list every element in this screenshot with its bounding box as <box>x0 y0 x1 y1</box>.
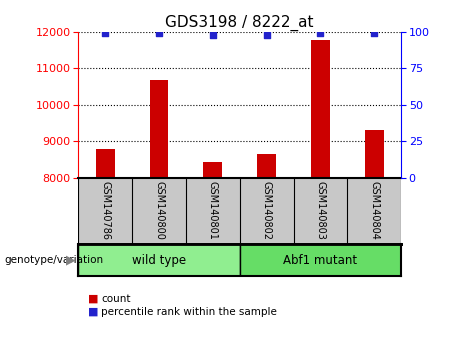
Text: GSM140803: GSM140803 <box>315 181 325 240</box>
Bar <box>96 149 115 178</box>
Text: GSM140804: GSM140804 <box>369 181 379 240</box>
Title: GDS3198 / 8222_at: GDS3198 / 8222_at <box>165 14 314 30</box>
Text: GSM140786: GSM140786 <box>100 181 110 240</box>
Text: percentile rank within the sample: percentile rank within the sample <box>101 307 278 316</box>
Text: ■: ■ <box>88 307 98 316</box>
Point <box>263 32 270 38</box>
Text: Abf1 mutant: Abf1 mutant <box>284 254 357 267</box>
Bar <box>150 80 168 178</box>
Text: ▶: ▶ <box>66 254 76 267</box>
Bar <box>240 244 401 276</box>
Point <box>101 30 109 36</box>
Bar <box>311 40 330 178</box>
Bar <box>203 162 222 178</box>
Text: ■: ■ <box>88 294 98 304</box>
Bar <box>257 154 276 178</box>
Text: GSM140801: GSM140801 <box>208 181 218 240</box>
Bar <box>365 130 384 178</box>
Point <box>209 32 217 38</box>
Point <box>155 30 163 36</box>
Bar <box>78 244 240 276</box>
Point <box>371 30 378 36</box>
Text: genotype/variation: genotype/variation <box>5 255 104 265</box>
Text: count: count <box>101 294 131 304</box>
Text: GSM140802: GSM140802 <box>261 181 272 240</box>
Text: wild type: wild type <box>132 254 186 267</box>
Text: GSM140800: GSM140800 <box>154 181 164 240</box>
Point <box>317 30 324 36</box>
